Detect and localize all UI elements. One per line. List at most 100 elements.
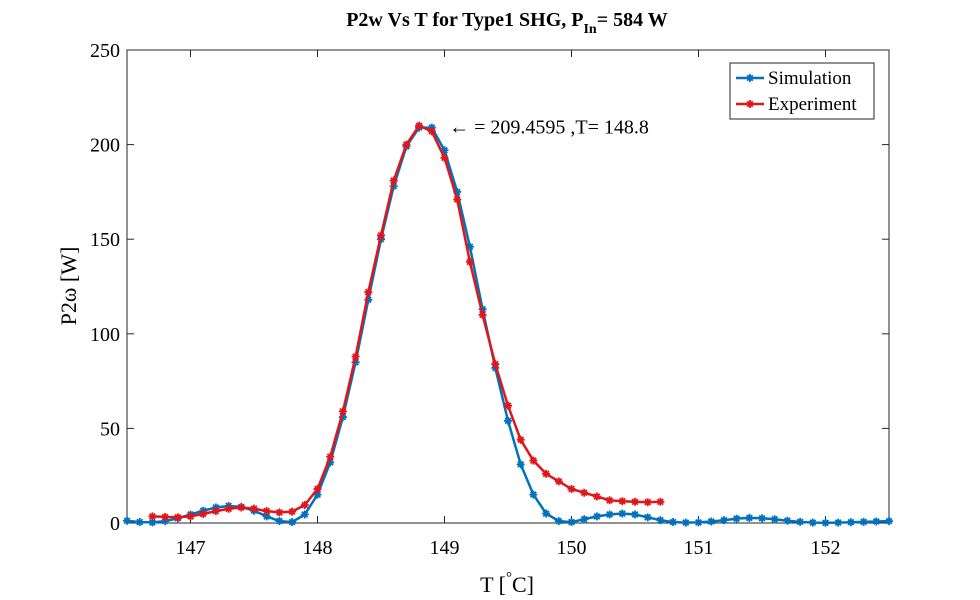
x-tick-label: 151 [684,537,714,559]
data-point [592,512,601,521]
data-point [656,516,665,525]
data-point [567,484,576,493]
data-point [834,518,843,527]
data-point [364,295,373,304]
data-point [885,517,893,526]
data-point [618,497,627,506]
legend-item: Experiment [736,94,857,115]
x-tick-label: 147 [176,537,206,559]
data-point [351,358,360,367]
data-point [707,517,716,526]
x-tick-label: 148 [303,537,333,559]
data-point [478,310,487,319]
y-tick-label: 250 [90,40,120,62]
data-point [770,515,779,524]
data-point [148,512,157,521]
data-point [529,456,538,465]
legend-items: Simulation Experiment [736,68,857,115]
x-axis-label-degree: ° [506,570,512,586]
data-point [580,515,589,524]
x-axis-label-suffix: C] [512,572,534,597]
data-point [504,416,512,425]
data-point [427,127,436,136]
data-point [529,490,538,499]
legend-item: Simulation [736,68,852,89]
x-tick-label: 149 [430,537,460,559]
data-point [288,518,297,527]
chart-title-subscript: In [583,22,596,37]
series-experiment [148,121,665,522]
data-point [669,518,678,527]
data-point [338,407,347,416]
chart-title: P2w Vs T for Type1 SHG, PIn= 584 W [346,9,668,37]
data-point [504,401,512,410]
data-point [415,121,424,130]
data-point [745,513,754,522]
y-tick-label: 150 [90,229,120,251]
data-point [440,146,449,155]
data-point [288,507,297,516]
data-point [186,512,195,521]
data-point [148,518,157,527]
data-point [364,288,373,297]
data-point [631,497,639,506]
data-point [453,195,462,204]
data-point [618,509,627,518]
data-point [262,512,271,521]
data-point [211,507,220,516]
data-point [377,231,385,240]
data-point [783,516,792,525]
legend-box [729,62,875,120]
data-point [135,518,144,527]
data-point [719,516,728,525]
data-point [338,413,347,422]
data-point [758,514,766,523]
data-point [554,477,563,486]
data-point [808,518,817,527]
data-point [542,509,551,518]
data-point [389,182,398,191]
data-point [592,492,601,501]
data-point [465,242,474,251]
data-point [605,496,614,505]
data-point [300,510,309,519]
data-point [516,460,525,469]
data-point [224,504,233,513]
data-point [554,517,563,526]
data-point [300,501,309,510]
data-point [453,187,462,196]
data-point [161,517,170,526]
series-layer [123,121,893,527]
data-point [516,435,525,444]
data-point [821,518,830,527]
data-point [631,510,639,519]
legend: Simulation Experiment [729,62,875,120]
data-point [351,352,360,361]
x-tick-label: 152 [811,537,841,559]
x-tick-label: 150 [557,537,587,559]
data-point [694,518,703,527]
y-axis-label: P2ω [W] [56,247,81,326]
data-point [275,508,284,517]
data-point [542,469,551,478]
data-point [440,153,449,162]
data-point [746,74,754,82]
data-point [681,518,690,527]
chart-title-suffix: = 584 W [597,9,668,31]
data-point [313,484,322,493]
plot-area [126,49,890,524]
y-tick-label: 100 [90,324,120,346]
data-point [656,497,665,506]
data-point [643,498,652,507]
x-axis-label-prefix: T [ [480,572,506,597]
data-point [389,176,398,185]
data-point [478,305,487,314]
data-point [643,513,652,522]
y-tick-label: 200 [90,135,120,157]
data-point [402,140,411,149]
data-point [173,513,182,522]
data-point [796,517,805,526]
x-axis-label: T [°C] [480,570,534,597]
data-point [580,488,589,497]
